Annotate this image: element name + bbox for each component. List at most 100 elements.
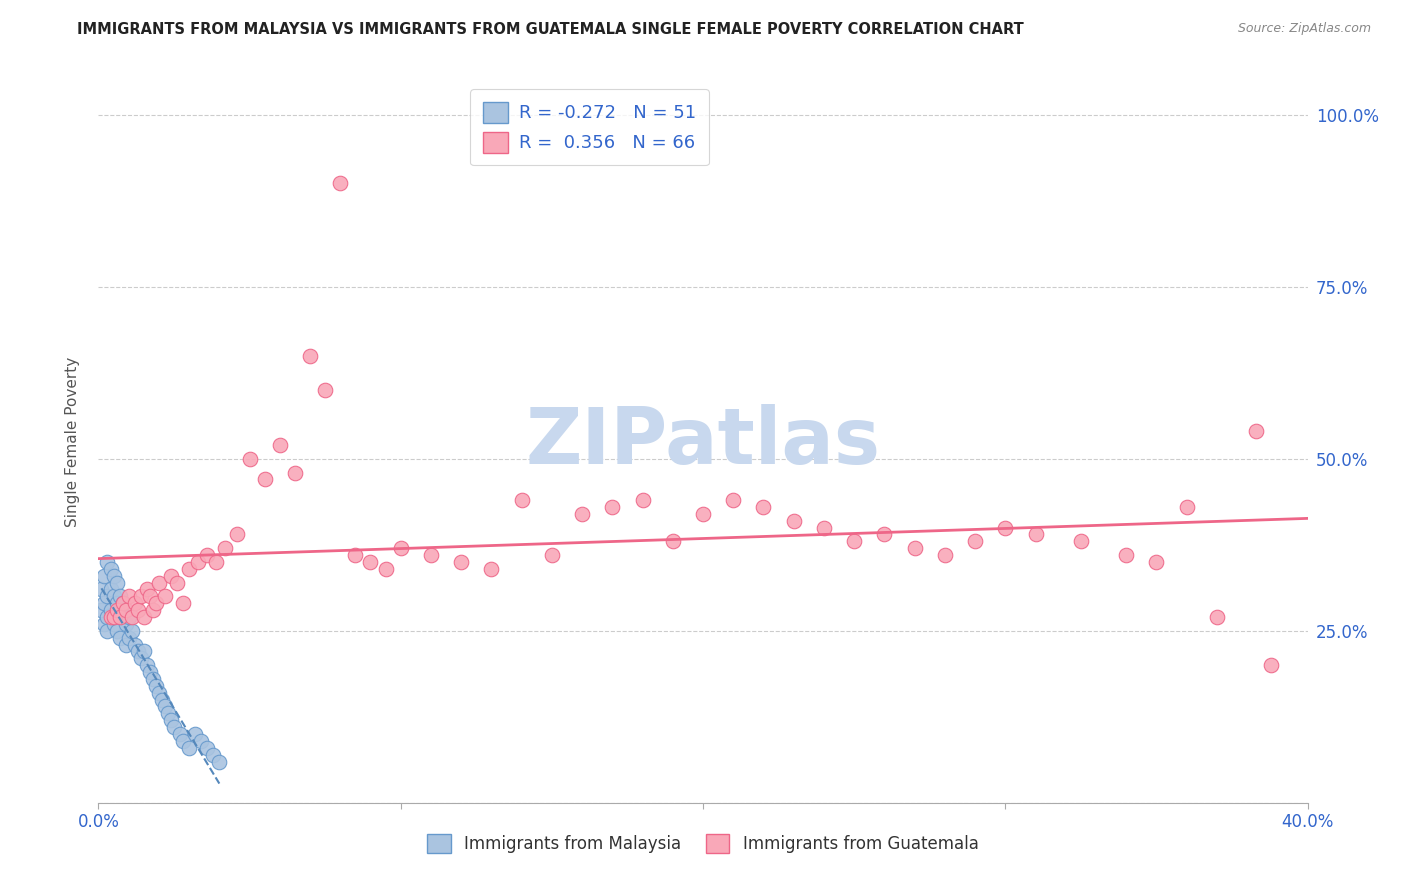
Point (965, 534, 987, 549)
Point (103, 610, 125, 624)
Point (195, 548, 218, 562)
Point (139, 590, 162, 604)
Point (169, 727, 191, 741)
Point (100, 582, 122, 597)
Point (132, 610, 155, 624)
Point (1024, 527, 1046, 541)
Point (360, 555, 382, 569)
Text: IMMIGRANTS FROM MALAYSIA VS IMMIGRANTS FROM GUATEMALA SINGLE FEMALE POVERTY CORR: IMMIGRANTS FROM MALAYSIA VS IMMIGRANTS F… (77, 22, 1024, 37)
Point (108, 590, 131, 604)
Point (90, 582, 112, 597)
Point (571, 507, 593, 521)
Point (105, 624, 128, 638)
Point (1070, 534, 1092, 549)
Legend: Immigrants from Malaysia, Immigrants from Guatemala: Immigrants from Malaysia, Immigrants fro… (420, 827, 986, 860)
Point (239, 451, 262, 466)
Point (344, 548, 367, 562)
Point (129, 590, 152, 604)
Point (160, 713, 183, 727)
Point (934, 548, 956, 562)
Point (100, 610, 122, 624)
Point (269, 438, 291, 452)
Point (214, 541, 236, 556)
Point (873, 527, 896, 541)
Point (118, 631, 141, 645)
Point (187, 555, 209, 569)
Point (205, 555, 228, 569)
Point (148, 575, 170, 590)
Point (148, 686, 170, 700)
Point (783, 514, 806, 528)
Point (111, 596, 134, 610)
Point (105, 575, 128, 590)
Point (111, 596, 134, 610)
Point (1115, 548, 1137, 562)
Point (844, 534, 866, 549)
Point (111, 610, 134, 624)
Point (121, 610, 143, 624)
Point (450, 555, 472, 569)
Point (108, 603, 131, 617)
Point (329, 177, 352, 191)
Point (135, 658, 157, 673)
Point (692, 507, 714, 521)
Point (90, 603, 112, 617)
Y-axis label: Single Female Poverty: Single Female Poverty (65, 357, 80, 526)
Point (179, 740, 201, 755)
Point (103, 590, 125, 604)
Point (100, 603, 122, 617)
Point (96, 555, 118, 569)
Point (150, 692, 173, 706)
Point (723, 493, 745, 508)
Point (96, 610, 118, 624)
Point (93, 596, 115, 610)
Point (114, 603, 136, 617)
Point (160, 568, 183, 582)
Point (481, 562, 503, 576)
Point (172, 596, 194, 610)
Point (108, 631, 131, 645)
Point (96, 590, 118, 604)
Text: Source: ZipAtlas.com: Source: ZipAtlas.com (1237, 22, 1371, 36)
Point (114, 616, 136, 631)
Point (135, 582, 157, 597)
Point (1260, 658, 1282, 673)
Point (314, 383, 336, 397)
Point (139, 665, 162, 679)
Point (540, 548, 562, 562)
Point (389, 541, 412, 556)
Point (184, 727, 207, 741)
Point (129, 651, 152, 665)
Point (284, 466, 307, 480)
Point (118, 590, 141, 604)
Point (904, 541, 927, 556)
Point (510, 493, 533, 508)
Point (253, 472, 276, 486)
Point (602, 500, 624, 514)
Point (103, 568, 125, 582)
Point (179, 562, 201, 576)
Point (1206, 610, 1229, 624)
Point (202, 747, 225, 762)
Point (93, 568, 115, 582)
Point (93, 616, 115, 631)
Point (172, 734, 194, 748)
Point (1244, 424, 1267, 438)
Point (145, 679, 167, 693)
Point (127, 603, 149, 617)
Point (105, 596, 128, 610)
Point (142, 603, 165, 617)
Point (299, 349, 322, 363)
Point (752, 500, 775, 514)
Point (127, 644, 149, 658)
Point (121, 624, 143, 638)
Point (994, 520, 1017, 534)
Point (156, 706, 179, 721)
Point (118, 610, 141, 624)
Point (153, 699, 176, 714)
Point (226, 527, 249, 541)
Point (105, 603, 128, 617)
Point (631, 493, 654, 508)
Point (103, 610, 125, 624)
Text: ZIPatlas: ZIPatlas (526, 403, 880, 480)
